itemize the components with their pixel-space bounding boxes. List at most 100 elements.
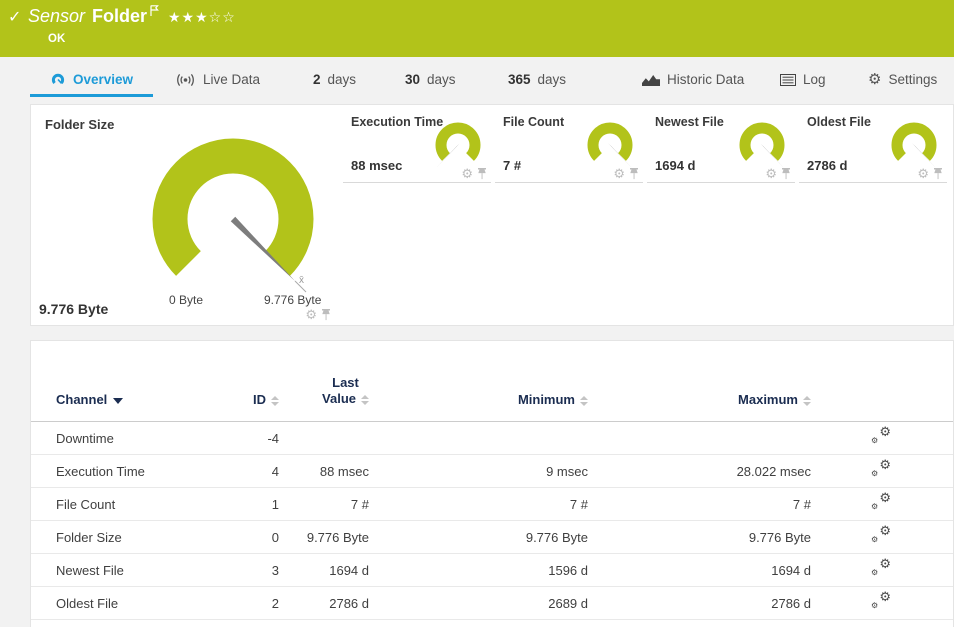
channel-name: Folder Size	[56, 529, 122, 545]
column-header-maximum[interactable]: Maximum	[588, 392, 811, 407]
tile-pin-icon[interactable]	[933, 167, 943, 180]
sort-icon	[580, 395, 588, 406]
table-row: File Count 1 7 # 7 # 7 # ⚙ ⚙	[31, 488, 953, 521]
area-chart-icon	[642, 73, 660, 86]
gauge-tile-execution-time: Execution Time 88 msec ⚙	[343, 105, 491, 183]
gauge-title: Folder Size	[45, 117, 115, 132]
status-check-icon: ✓	[8, 9, 22, 26]
gauge-tile-file-count: File Count 7 # ⚙	[495, 105, 643, 183]
tile-pin-icon[interactable]	[629, 167, 639, 180]
oldest-file-gauge	[891, 122, 937, 169]
gauge-current-value: 9.776 Byte	[39, 301, 109, 317]
tile-gear-icon[interactable]: ⚙	[461, 166, 473, 181]
channel-minimum: 9.776 Byte	[525, 529, 588, 545]
tab-historic-data[interactable]: Historic Data	[642, 62, 744, 97]
mean-marker: x̄	[299, 275, 304, 286]
channel-last-value: 2786 d	[329, 595, 369, 611]
channel-minimum: 1596 d	[548, 562, 588, 578]
tab-365-days[interactable]: 365 days	[508, 72, 567, 87]
tile-pin-icon[interactable]	[477, 167, 487, 180]
tab-live-data[interactable]: Live Data	[175, 62, 260, 97]
gauge-needle	[230, 216, 296, 282]
gauge-title: Oldest File	[807, 115, 871, 129]
tab-bar: Overview Live Data 2 days 30 days 365 da…	[30, 62, 954, 97]
channel-settings-icon[interactable]: ⚙ ⚙	[871, 589, 891, 610]
sort-icon	[803, 395, 811, 406]
channel-minimum: 2689 d	[548, 595, 588, 611]
channel-last-value: 1694 d	[329, 562, 369, 578]
channel-minimum: 7 #	[569, 496, 588, 512]
gauge-tile-newest-file: Newest File 1694 d ⚙	[647, 105, 795, 183]
channel-id: 3	[271, 562, 279, 578]
live-data-icon	[175, 73, 196, 87]
tile-gear-icon[interactable]: ⚙	[917, 166, 929, 181]
tile-pin-icon[interactable]	[321, 308, 331, 321]
column-header-id[interactable]: ID	[231, 392, 279, 407]
channel-maximum: 1694 d	[771, 562, 811, 578]
priority-flag-icon[interactable]	[150, 0, 159, 21]
sensor-name: Folder	[92, 6, 148, 26]
gauge-title: Execution Time	[351, 115, 444, 129]
overview-panel: Folder Size x̄ 0 Byte 9.776 Byte 9.776 B…	[30, 104, 954, 326]
gauge-current-value: 88 msec	[351, 158, 403, 173]
channel-maximum: 7 #	[792, 496, 811, 512]
channel-maximum: 28.022 msec	[736, 463, 811, 479]
channel-name: Newest File	[56, 562, 124, 578]
tile-gear-icon[interactable]: ⚙	[305, 307, 317, 322]
gauge-title: File Count	[503, 115, 565, 129]
channel-name: Oldest File	[56, 595, 119, 611]
sort-icon	[361, 394, 369, 405]
column-header-channel[interactable]: Channel	[56, 392, 231, 407]
channel-name: Execution Time	[56, 463, 145, 479]
column-header-minimum[interactable]: Minimum	[369, 392, 588, 407]
channel-id: -4	[267, 430, 279, 446]
channel-name: File Count	[56, 496, 116, 512]
table-row: Oldest File 2 2786 d 2689 d 2786 d ⚙ ⚙	[31, 587, 953, 620]
channel-settings-icon[interactable]: ⚙ ⚙	[871, 556, 891, 577]
column-header-last-value[interactable]: Last Value	[279, 375, 369, 407]
gear-icon: ⚙	[868, 71, 882, 88]
tile-gear-icon[interactable]: ⚙	[765, 166, 777, 181]
table-header-row: Channel ID Last Value Minimum Maximum	[31, 341, 953, 422]
channel-id: 4	[271, 463, 279, 479]
table-row: Downtime -4 ⚙ ⚙	[31, 422, 953, 455]
tile-pin-icon[interactable]	[781, 167, 791, 180]
tab-overview[interactable]: Overview	[30, 62, 153, 97]
channel-minimum: 9 msec	[546, 463, 588, 479]
tile-gear-icon[interactable]: ⚙	[613, 166, 625, 181]
channel-id: 1	[271, 496, 279, 512]
gauge-icon	[50, 73, 66, 86]
newest-file-gauge	[739, 122, 785, 169]
channel-settings-icon[interactable]: ⚙ ⚙	[871, 457, 891, 478]
sensor-type-label: Sensor	[28, 6, 86, 26]
sensor-header: ✓ Sensor Folder ★★★☆☆ OK	[0, 0, 954, 57]
gauge-needle	[435, 143, 460, 169]
table-row: Execution Time 4 88 msec 9 msec 28.022 m…	[31, 455, 953, 488]
channel-name: Downtime	[56, 430, 114, 446]
sort-desc-icon	[113, 397, 124, 404]
tab-30-days[interactable]: 30 days	[405, 72, 456, 87]
channel-last-value: 9.776 Byte	[306, 529, 369, 545]
folder-size-gauge	[152, 138, 314, 293]
gauge-needle	[608, 143, 633, 169]
gauge-scale-max: 9.776 Byte	[264, 293, 322, 307]
channel-last-value: 7 #	[350, 496, 369, 512]
table-row: Newest File 3 1694 d 1596 d 1694 d ⚙ ⚙	[31, 554, 953, 587]
channel-last-value: 88 msec	[319, 463, 369, 479]
gauge-current-value: 2786 d	[807, 158, 848, 173]
tab-log[interactable]: Log	[780, 62, 826, 97]
channel-id: 2	[271, 595, 279, 611]
priority-stars[interactable]: ★★★☆☆	[168, 9, 236, 25]
channel-maximum: 2786 d	[771, 595, 811, 611]
tab-settings[interactable]: ⚙ Settings	[868, 71, 938, 88]
table-row: Folder Size 0 9.776 Byte 9.776 Byte 9.77…	[31, 521, 953, 554]
tab-2-days[interactable]: 2 days	[313, 72, 357, 87]
log-icon	[780, 73, 796, 86]
channel-settings-icon[interactable]: ⚙ ⚙	[871, 490, 891, 511]
channel-settings-icon[interactable]: ⚙ ⚙	[871, 424, 891, 445]
channel-maximum: 9.776 Byte	[748, 529, 811, 545]
file-count-gauge	[587, 122, 633, 169]
channel-settings-icon[interactable]: ⚙ ⚙	[871, 523, 891, 544]
gauge-tile-folder-size: Folder Size x̄ 0 Byte 9.776 Byte 9.776 B…	[31, 105, 337, 325]
gauge-title: Newest File	[655, 115, 724, 129]
